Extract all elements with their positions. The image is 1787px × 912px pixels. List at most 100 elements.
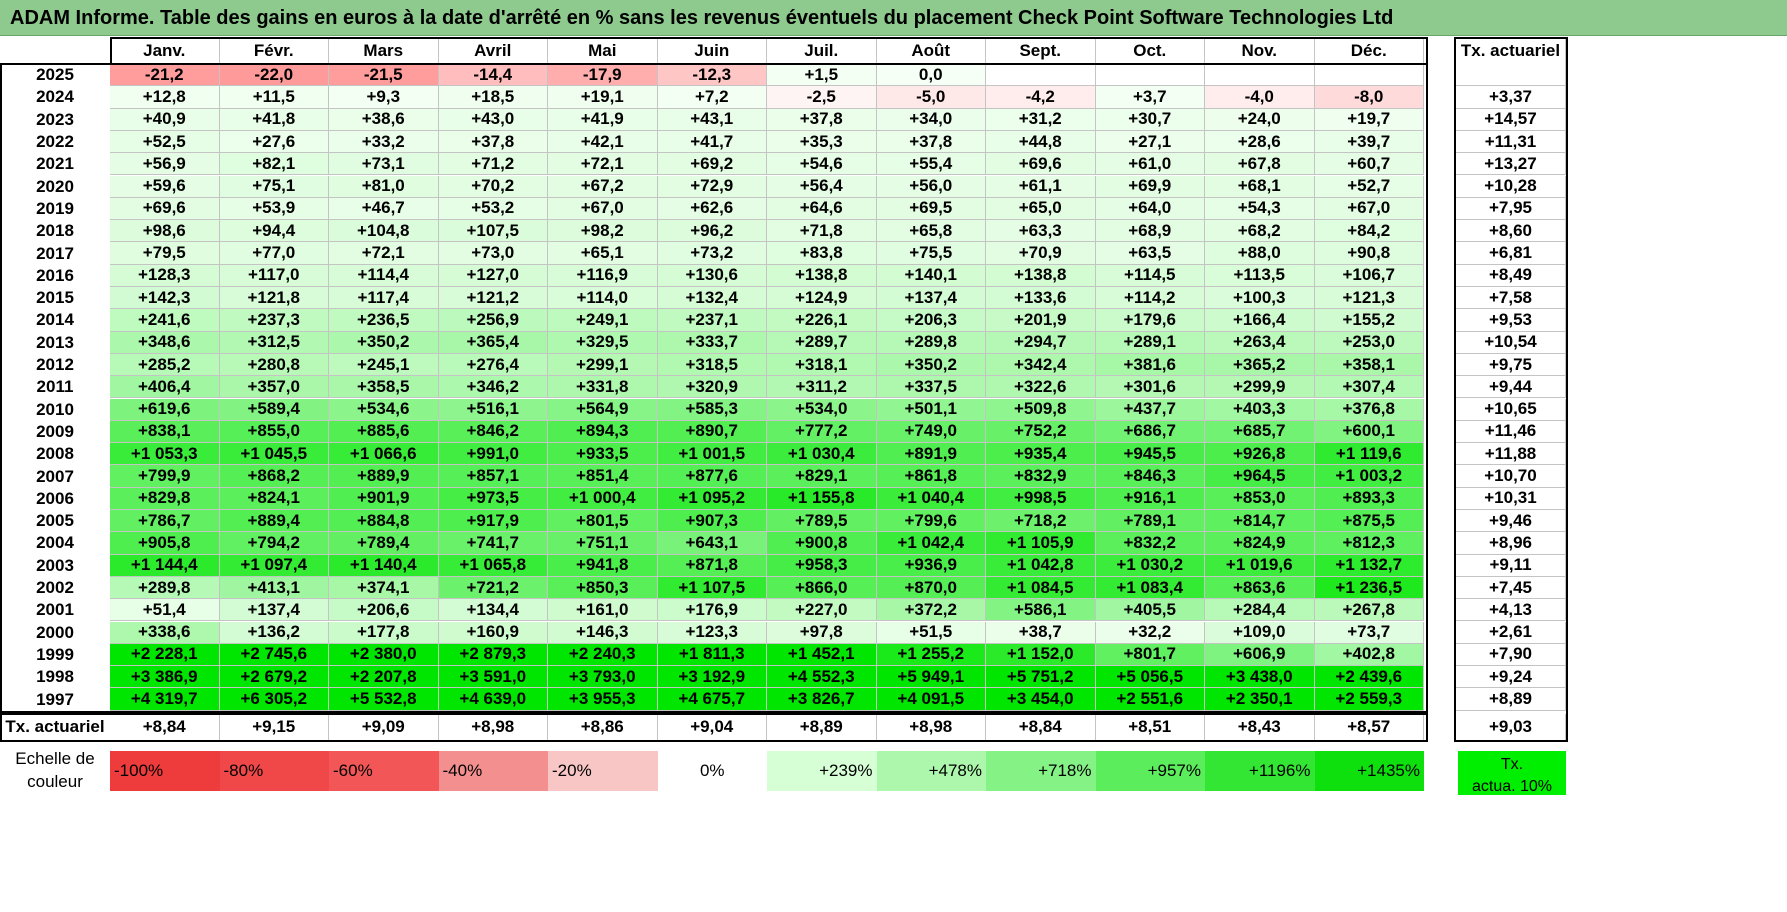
data-cell[interactable]: +403,3 bbox=[1205, 398, 1315, 421]
data-cell[interactable]: +64,6 bbox=[767, 197, 877, 221]
tx-cell[interactable]: +7,95 bbox=[1456, 197, 1566, 221]
data-cell[interactable]: +2 559,3 bbox=[1314, 688, 1424, 711]
data-cell[interactable]: +801,7 bbox=[1095, 643, 1205, 667]
data-cell[interactable]: +358,1 bbox=[1314, 353, 1424, 377]
data-cell[interactable]: +32,2 bbox=[1095, 621, 1205, 644]
data-cell[interactable]: +741,7 bbox=[438, 532, 548, 555]
data-cell[interactable]: +160,9 bbox=[438, 621, 548, 644]
data-cell[interactable]: +69,2 bbox=[657, 153, 767, 176]
data-cell[interactable]: +294,7 bbox=[986, 331, 1096, 354]
data-cell[interactable]: +307,4 bbox=[1314, 376, 1424, 399]
tx-cell[interactable]: +7,90 bbox=[1456, 643, 1566, 667]
tx-cell[interactable]: +9,53 bbox=[1456, 309, 1566, 332]
data-cell[interactable]: +227,0 bbox=[767, 599, 877, 622]
data-cell[interactable]: +70,9 bbox=[986, 242, 1096, 265]
data-cell[interactable]: +857,1 bbox=[438, 465, 548, 488]
data-cell[interactable]: +1 119,6 bbox=[1314, 443, 1424, 466]
tx-cell[interactable]: +10,54 bbox=[1456, 331, 1566, 354]
data-cell[interactable]: +777,2 bbox=[767, 420, 877, 444]
data-cell[interactable]: +138,8 bbox=[767, 264, 877, 287]
data-cell[interactable]: +96,2 bbox=[657, 220, 767, 243]
data-cell[interactable]: +67,8 bbox=[1205, 153, 1315, 176]
data-cell[interactable]: +132,4 bbox=[657, 287, 767, 310]
data-cell[interactable]: +117,0 bbox=[219, 264, 329, 287]
tx-cell[interactable]: +9,24 bbox=[1456, 666, 1566, 689]
data-cell[interactable]: +1 065,8 bbox=[438, 554, 548, 577]
data-cell[interactable]: +905,8 bbox=[110, 532, 220, 555]
data-cell[interactable]: +585,3 bbox=[657, 398, 767, 421]
data-cell[interactable]: +749,0 bbox=[876, 420, 986, 444]
data-cell[interactable]: +589,4 bbox=[219, 398, 329, 421]
data-cell[interactable]: +137,4 bbox=[219, 599, 329, 622]
tx-cell[interactable]: +6,81 bbox=[1456, 242, 1566, 265]
data-cell[interactable]: +789,1 bbox=[1095, 510, 1205, 533]
data-cell[interactable]: +245,1 bbox=[329, 353, 439, 377]
data-cell[interactable]: +329,5 bbox=[548, 331, 658, 354]
data-cell[interactable]: +75,1 bbox=[219, 175, 329, 198]
data-cell[interactable]: +53,9 bbox=[219, 197, 329, 221]
data-cell[interactable]: +1,5 bbox=[767, 64, 877, 87]
data-cell[interactable]: +941,8 bbox=[548, 554, 658, 577]
data-cell[interactable]: +301,6 bbox=[1095, 376, 1205, 399]
data-cell[interactable]: +402,8 bbox=[1314, 643, 1424, 667]
data-cell[interactable]: +60,7 bbox=[1314, 153, 1424, 176]
data-cell[interactable]: +3 438,0 bbox=[1205, 666, 1315, 689]
data-cell[interactable]: +51,4 bbox=[110, 599, 220, 622]
data-cell[interactable]: +72,1 bbox=[548, 153, 658, 176]
data-cell[interactable]: +721,2 bbox=[438, 576, 548, 600]
data-cell[interactable]: +1 040,4 bbox=[876, 487, 986, 510]
data-cell[interactable]: +62,6 bbox=[657, 197, 767, 221]
data-cell[interactable]: +65,1 bbox=[548, 242, 658, 265]
data-cell[interactable]: +9,3 bbox=[329, 86, 439, 109]
data-cell[interactable]: +1 019,6 bbox=[1205, 554, 1315, 577]
data-cell[interactable]: +285,2 bbox=[110, 353, 220, 377]
data-cell[interactable]: +226,1 bbox=[767, 309, 877, 332]
data-cell[interactable]: +1 144,4 bbox=[110, 554, 220, 577]
data-cell[interactable]: +236,5 bbox=[329, 309, 439, 332]
data-cell[interactable]: +1 083,4 bbox=[1095, 576, 1205, 600]
data-cell[interactable]: +176,9 bbox=[657, 599, 767, 622]
data-cell[interactable]: +124,9 bbox=[767, 287, 877, 310]
data-cell[interactable]: +2 745,6 bbox=[219, 643, 329, 667]
data-cell[interactable]: +94,4 bbox=[219, 220, 329, 243]
data-cell[interactable]: +64,0 bbox=[1095, 197, 1205, 221]
data-cell[interactable]: +289,7 bbox=[767, 331, 877, 354]
data-cell[interactable]: -8,0 bbox=[1314, 86, 1424, 109]
data-cell[interactable]: +907,3 bbox=[657, 510, 767, 533]
data-cell[interactable]: +871,8 bbox=[657, 554, 767, 577]
data-cell[interactable]: +1 000,4 bbox=[548, 487, 658, 510]
data-cell[interactable]: +2 879,3 bbox=[438, 643, 548, 667]
data-cell[interactable]: +890,7 bbox=[657, 420, 767, 444]
data-cell[interactable]: +799,9 bbox=[110, 465, 220, 488]
data-cell[interactable]: +2 207,8 bbox=[329, 666, 439, 689]
tx-cell[interactable]: +10,28 bbox=[1456, 175, 1566, 198]
data-cell[interactable]: +1 105,9 bbox=[986, 532, 1096, 555]
data-cell[interactable] bbox=[1095, 64, 1205, 87]
data-cell[interactable]: +33,2 bbox=[329, 130, 439, 154]
data-cell[interactable]: +372,2 bbox=[876, 599, 986, 622]
data-cell[interactable]: +75,5 bbox=[876, 242, 986, 265]
data-cell[interactable]: +5 056,5 bbox=[1095, 666, 1205, 689]
data-cell[interactable]: +1 095,2 bbox=[657, 487, 767, 510]
data-cell[interactable]: -2,5 bbox=[767, 86, 877, 109]
data-cell[interactable]: -12,3 bbox=[657, 64, 767, 87]
data-cell[interactable]: +850,3 bbox=[548, 576, 658, 600]
tx-cell[interactable]: +14,57 bbox=[1456, 108, 1566, 131]
data-cell[interactable]: +166,4 bbox=[1205, 309, 1315, 332]
data-cell[interactable]: +350,2 bbox=[876, 353, 986, 377]
data-cell[interactable]: +68,9 bbox=[1095, 220, 1205, 243]
data-cell[interactable]: +121,2 bbox=[438, 287, 548, 310]
data-cell[interactable]: +686,7 bbox=[1095, 420, 1205, 444]
data-cell[interactable]: +161,0 bbox=[548, 599, 658, 622]
data-cell[interactable]: +42,1 bbox=[548, 130, 658, 154]
data-cell[interactable]: +299,9 bbox=[1205, 376, 1315, 399]
data-cell[interactable]: +4 091,5 bbox=[876, 688, 986, 711]
data-cell[interactable]: +991,0 bbox=[438, 443, 548, 466]
data-cell[interactable]: +123,3 bbox=[657, 621, 767, 644]
data-cell[interactable]: +933,5 bbox=[548, 443, 658, 466]
tx-cell[interactable]: +10,70 bbox=[1456, 465, 1566, 488]
data-cell[interactable]: +348,6 bbox=[110, 331, 220, 354]
data-cell[interactable]: +318,1 bbox=[767, 353, 877, 377]
data-cell[interactable]: +90,8 bbox=[1314, 242, 1424, 265]
tx-cell[interactable]: +9,11 bbox=[1456, 554, 1566, 577]
